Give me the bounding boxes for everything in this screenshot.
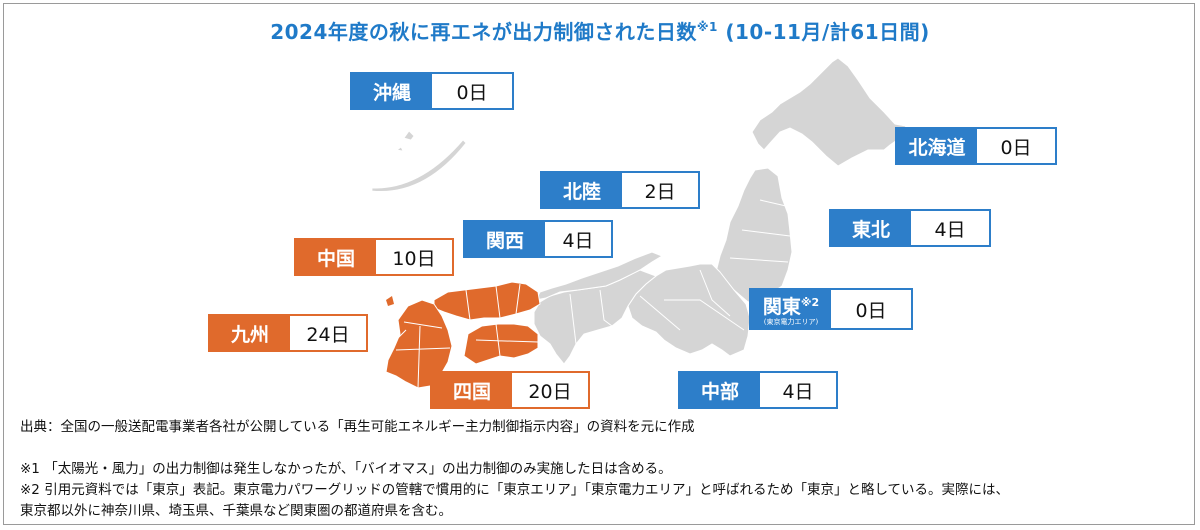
region-name: 沖縄 [352, 74, 432, 108]
kanto-name: 関東 [762, 295, 801, 318]
region-name: 北陸 [542, 173, 622, 207]
curtailment-days: 20日 [528, 380, 572, 403]
curtailment-days: 10日 [392, 247, 436, 270]
region-label-kansai: 関西 4日 [463, 220, 613, 258]
region-name: 四国 [432, 373, 512, 407]
region-label-tohoku: 東北 4日 [829, 209, 991, 247]
region-name: 九州 [210, 316, 290, 350]
curtailment-days: 0日 [456, 81, 488, 104]
region-name: 中国 [296, 240, 376, 274]
figure-frame [3, 3, 1195, 525]
footnote-1: ※1 「太陽光・風力」の出力制御は発生しなかったが、「バイオマス」の出力制御のみ… [20, 461, 672, 477]
region-label-kanto: 関東※2 (東京電力エリア) 0日 [749, 288, 913, 330]
curtailment-days: 4日 [562, 229, 594, 252]
curtailment-days: 0日 [1000, 136, 1032, 159]
map-title: 2024年度の秋に再エネが出力制御された日数※1 (10-11月/計61日間) [270, 20, 930, 44]
curtailment-days: 2日 [644, 180, 676, 203]
region-name: 関西 [465, 222, 545, 256]
region-name: 北海道 [897, 129, 977, 163]
region-label-shikoku: 四国 20日 [430, 371, 590, 409]
kanto-note-mark: ※2 [800, 295, 820, 309]
region-label-chubu: 中部 4日 [678, 371, 838, 409]
curtailment-days: 0日 [855, 299, 887, 322]
region-name: 東北 [831, 211, 911, 245]
curtailment-days: 4日 [782, 380, 814, 403]
region-label-hokkaido: 北海道 0日 [895, 127, 1057, 165]
hokkaido-island [751, 57, 907, 167]
source-note: 出典：全国の一般送配電事業者各社が公開している「再生可能エネルギー主力制御指示内… [20, 419, 695, 435]
honshu-island [533, 167, 793, 365]
footnote-2-line1: ※2 引用元資料では「東京」表記。東京電力パワーグリッドの管轄で慣用的に「東京エ… [20, 482, 1010, 498]
okinawa-islands [371, 130, 467, 192]
kyushu-borders [395, 321, 451, 389]
chugoku-borders [465, 283, 521, 321]
curtailment-days: 24日 [306, 323, 350, 346]
tsushima-islands [386, 296, 394, 306]
shikoku-borders [475, 323, 539, 357]
region-name: 中部 [680, 373, 760, 407]
region-label-chugoku: 中国 10日 [294, 238, 454, 276]
region-label-okinawa: 沖縄 0日 [350, 72, 514, 110]
region-label-kyushu: 九州 24日 [208, 314, 368, 352]
region-name: 関東※2 (東京電力エリア) [751, 290, 831, 328]
prefecture-borders [569, 199, 791, 345]
curtailment-days: 4日 [934, 218, 966, 241]
footnote-2-line2: 東京都以外に神奈川県、埼玉県、千葉県など関東圏の都道府県を含む。 [20, 503, 452, 519]
region-label-hokuriku: 北陸 2日 [540, 171, 700, 209]
kanto-subtitle: (東京電力エリア) [763, 317, 819, 326]
shikoku-area [463, 323, 539, 365]
chugoku-area [433, 281, 541, 321]
